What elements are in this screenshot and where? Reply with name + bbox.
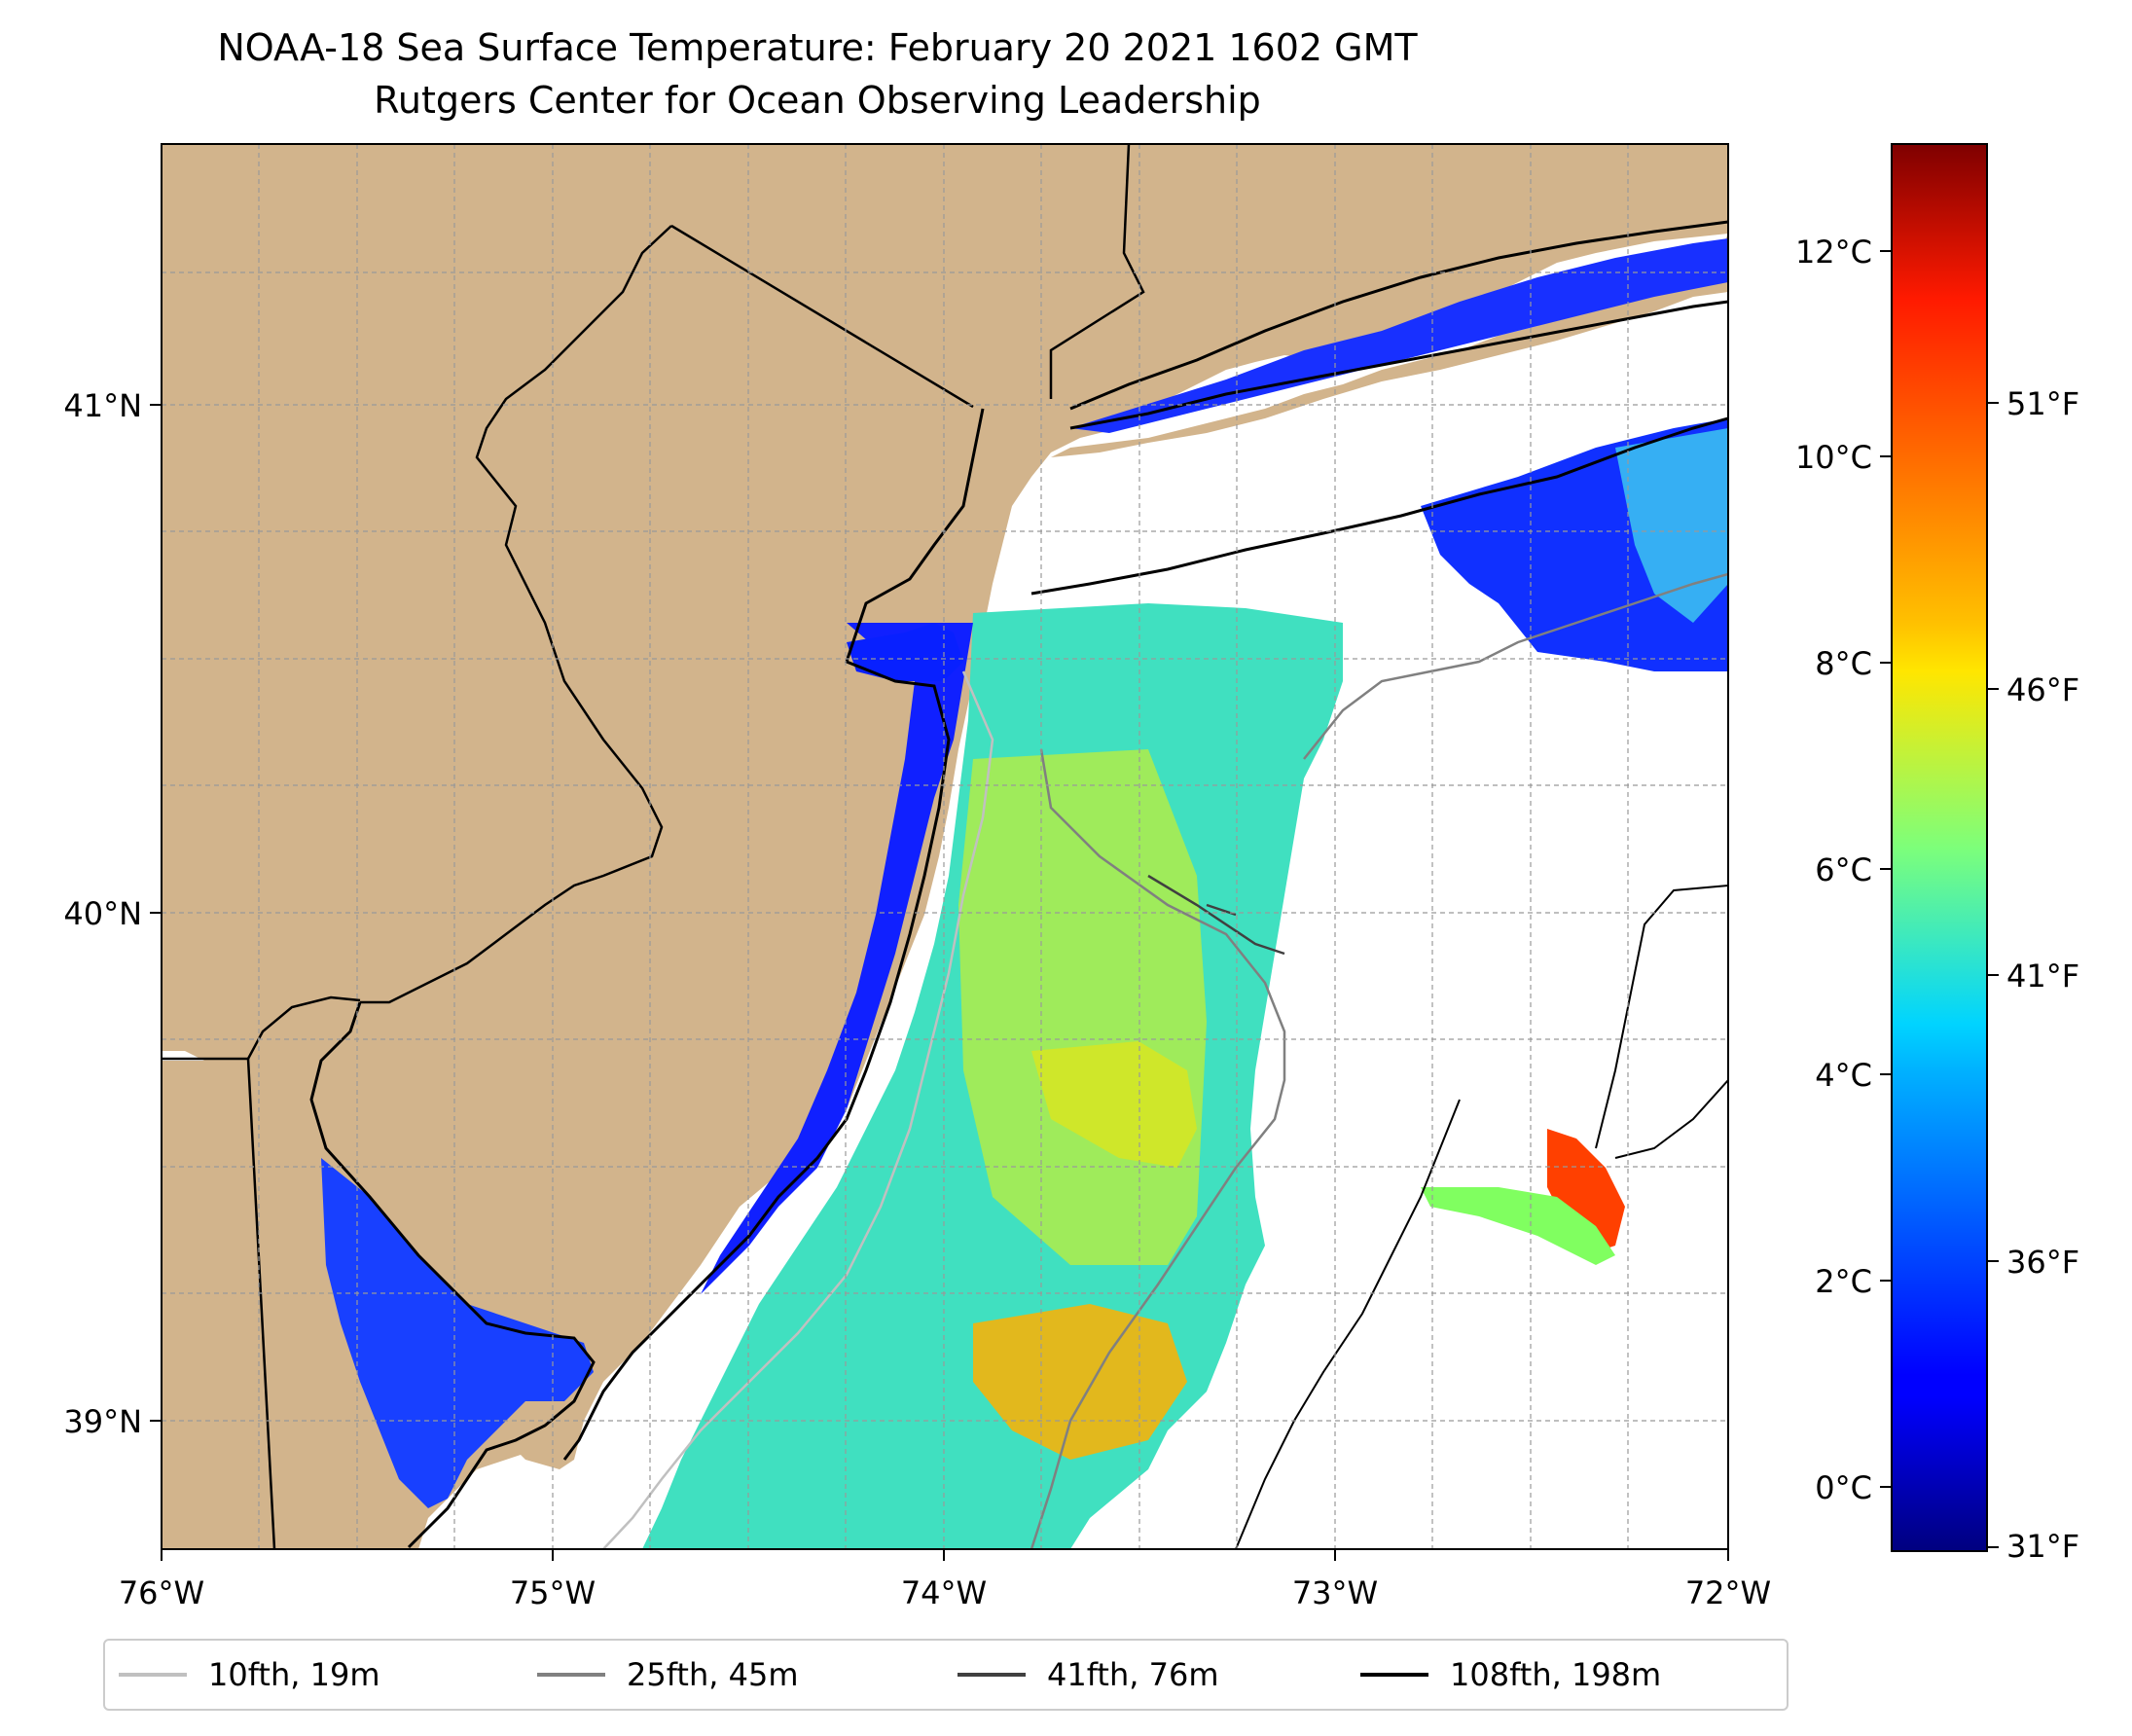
lon-tick-76w: 76°W xyxy=(119,1574,204,1611)
colorbar-tick-10c: 10°C xyxy=(1795,439,1872,476)
coastline-connecticut xyxy=(1069,220,1728,411)
colorbar-tick-36f: 36°F xyxy=(2006,1244,2079,1281)
colorbar-tick-4c: 4°C xyxy=(1815,1057,1872,1094)
contour-legend: 10fth, 19m 25fth, 45m 41fth, 76m 108fth,… xyxy=(103,1639,1789,1711)
legend-swatch-41fth xyxy=(958,1673,1026,1677)
colorbar-tick-6c: 6°C xyxy=(1815,851,1872,888)
legend-swatch-25fth xyxy=(537,1673,605,1677)
colorbar-fahrenheit-ticks xyxy=(1987,402,1999,1548)
lat-tick-40n: 40°N xyxy=(63,895,142,932)
map-subtitle: Rutgers Center for Ocean Observing Leade… xyxy=(374,79,1261,122)
colorbar-tick-0c: 0°C xyxy=(1815,1469,1872,1506)
legend-swatch-10fth xyxy=(119,1673,187,1677)
legend-label-41fth: 41fth, 76m xyxy=(1047,1656,1219,1693)
sst-northeast-warm-patch xyxy=(1421,1187,1615,1265)
legend-item-41fth: 41fth, 76m xyxy=(958,1652,1218,1697)
coastline-delaware-bay xyxy=(309,1001,596,1549)
legend-item-108fth: 108fth, 198m xyxy=(1360,1652,1661,1697)
contour-10fth-19m xyxy=(602,670,994,1549)
legend-item-10fth: 10fth, 19m xyxy=(119,1652,379,1697)
state-border-nj-ny xyxy=(670,224,974,409)
legend-item-25fth: 25fth, 45m xyxy=(537,1652,798,1697)
contour-108fth-198m-east xyxy=(1595,885,1728,1149)
colorbar-tick-51f: 51°F xyxy=(2006,385,2079,422)
lon-tick-72w: 72°W xyxy=(1685,1574,1771,1611)
sst-ny-harbor xyxy=(847,623,963,681)
sst-cold-nearshore xyxy=(701,623,973,1294)
colorbar-tick-46f: 46°F xyxy=(2006,671,2079,708)
sst-long-island-sound xyxy=(1070,238,1728,433)
colorbar-tick-2c: 2°C xyxy=(1815,1263,1872,1300)
state-border-de-pa-arc xyxy=(246,995,361,1060)
legend-label-25fth: 25fth, 45m xyxy=(627,1656,799,1693)
delaware-river xyxy=(360,225,672,1004)
legend-swatch-108fth xyxy=(1360,1673,1428,1677)
colorbar-tick-12c: 12°C xyxy=(1795,234,1872,271)
lon-tick-74w: 74°W xyxy=(901,1574,987,1611)
contour-25fth-45m xyxy=(1030,748,1286,1549)
lon-tick-73w: 73°W xyxy=(1292,1574,1378,1611)
legend-label-10fth: 10fth, 19m xyxy=(208,1656,380,1693)
colorbar-tick-41f: 41°F xyxy=(2006,958,2079,995)
lat-tick-41n: 41°N xyxy=(63,387,142,424)
contour-108fth-198m xyxy=(1235,1079,1728,1549)
lon-tick-75w: 75°W xyxy=(510,1574,596,1611)
lat-tick-39n: 39°N xyxy=(63,1403,142,1440)
state-border-ny-ct xyxy=(1049,144,1145,399)
colorbar-tick-31f: 31°F xyxy=(2006,1528,2079,1565)
coastline-long-island xyxy=(1030,416,1728,596)
axis-ticks xyxy=(150,404,1729,1561)
legend-label-108fth: 108fth, 198m xyxy=(1450,1656,1662,1693)
map-title: NOAA-18 Sea Surface Temperature: Februar… xyxy=(217,26,1418,69)
colorbar xyxy=(1891,143,1988,1552)
colorbar-tick-8c: 8°C xyxy=(1815,645,1872,682)
map-gridlines xyxy=(162,144,1728,1549)
colorbar-celsius-ticks xyxy=(1880,250,1892,1488)
coastline-nj xyxy=(562,408,985,1461)
sst-yellow-band xyxy=(958,749,1207,1265)
contour-25fth-45m-outer xyxy=(1303,572,1728,760)
sst-offshore-east-teal xyxy=(1615,428,1728,623)
map-panel xyxy=(162,144,1728,1549)
coastline-long-island-north xyxy=(1069,300,1728,430)
